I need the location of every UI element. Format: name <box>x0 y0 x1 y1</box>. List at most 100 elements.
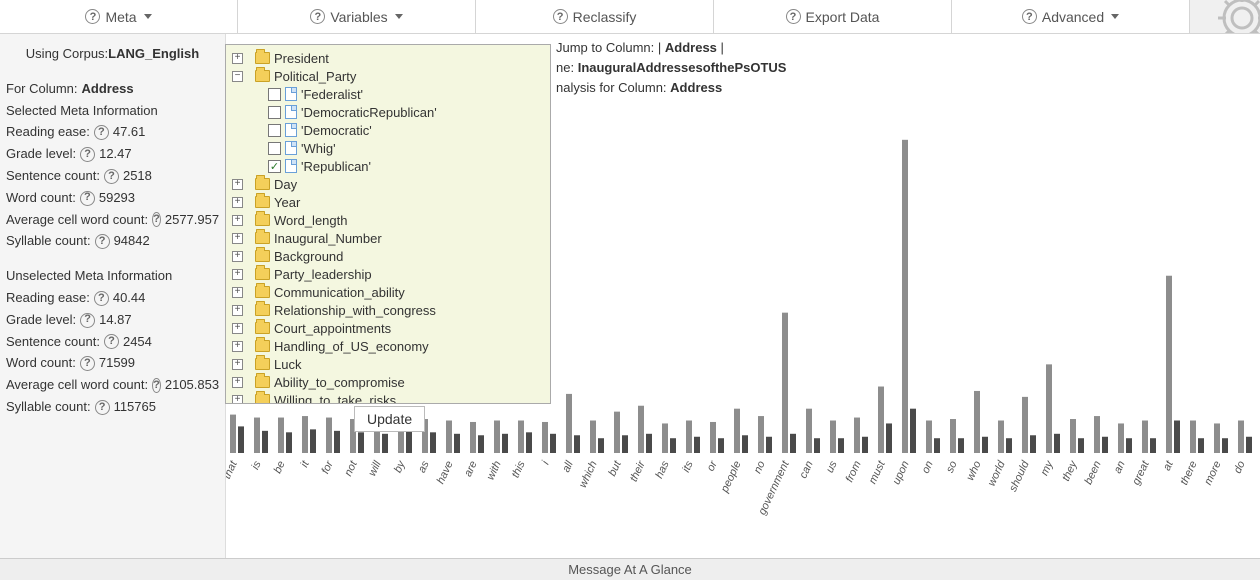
chart-bar <box>614 412 620 453</box>
chart-bar <box>854 418 860 453</box>
tree-expander-icon[interactable]: + <box>232 323 243 334</box>
tree-folder-item[interactable]: +Background <box>228 247 548 265</box>
tree-expander-icon[interactable]: + <box>232 269 243 280</box>
tree-folder-item[interactable]: +Word_length <box>228 211 548 229</box>
checkbox[interactable] <box>268 124 281 137</box>
tree-item-label: Court_appointments <box>274 321 391 336</box>
tree-expander-icon[interactable]: + <box>232 395 243 404</box>
folder-icon <box>255 70 270 82</box>
chart-bar <box>302 416 308 453</box>
tree-folder-item[interactable]: +Year <box>228 193 548 211</box>
caret-down-icon <box>1111 14 1119 19</box>
tree-scroll[interactable]: +President−Political_Party'Federalist''D… <box>226 45 550 403</box>
help-icon[interactable]: ? <box>80 191 95 206</box>
tree-child-item[interactable]: 'DemocraticRepublican' <box>228 103 548 121</box>
tree-expander-icon[interactable]: + <box>232 341 243 352</box>
tree-expander-icon[interactable]: + <box>232 377 243 388</box>
tree-folder-item[interactable]: + Court_appointments <box>228 319 548 337</box>
help-icon[interactable]: ? <box>80 356 95 371</box>
toolbar-advanced[interactable]: ? Advanced <box>952 0 1190 33</box>
toolbar-reclassify[interactable]: ? Reclassify <box>476 0 714 33</box>
tree-folder-item[interactable]: +Party_leadership <box>228 265 548 283</box>
toolbar-export[interactable]: ? Export Data <box>714 0 952 33</box>
tree-folder-item[interactable]: +Day <box>228 175 548 193</box>
chart-x-label: all <box>560 459 576 475</box>
tree-expander-icon[interactable]: + <box>232 233 243 244</box>
tree-child-item[interactable]: 'Federalist' <box>228 85 548 103</box>
checkbox[interactable]: ✓ <box>268 160 281 173</box>
tree-folder-item[interactable]: +Communication_ability <box>228 283 548 301</box>
help-icon[interactable]: ? <box>80 313 95 328</box>
help-icon[interactable]: ? <box>152 378 161 393</box>
corpus-name: LANG_English <box>108 46 199 61</box>
chart-x-label: has <box>653 459 672 481</box>
chart-x-label: that <box>226 458 240 481</box>
tree-folder-item[interactable]: +President <box>228 49 548 67</box>
tree-folder-item[interactable]: +Ability_to_compromise <box>228 373 548 391</box>
for-column-row: For Column: Address <box>6 79 219 100</box>
tree-expander-icon[interactable]: + <box>232 215 243 226</box>
help-icon[interactable]: ? <box>152 212 161 227</box>
chart-bar <box>934 438 940 453</box>
tree-item-label: Relationship_with_congress <box>274 303 436 318</box>
stat-grade-level: Grade level: ? 12.47 <box>6 144 219 165</box>
tree-folder-item[interactable]: +Handling_of_US_economy <box>228 337 548 355</box>
chart-bar <box>790 434 796 453</box>
tree-expander-icon[interactable]: + <box>232 359 243 370</box>
help-icon[interactable]: ? <box>95 234 110 249</box>
help-icon[interactable]: ? <box>104 169 119 184</box>
chart-x-label: this <box>510 459 528 480</box>
tree-expander-icon[interactable]: + <box>232 251 243 262</box>
chart-bar <box>710 422 716 453</box>
checkbox[interactable] <box>268 142 281 155</box>
chart-bar <box>926 421 932 454</box>
help-icon[interactable]: ? <box>94 125 109 140</box>
tree-item-label: Luck <box>274 357 301 372</box>
chart-bar <box>638 406 644 453</box>
tree-folder-item[interactable]: + Relationship_with_congress <box>228 301 548 319</box>
chart-bar <box>430 432 436 453</box>
tree-child-item[interactable]: 'Whig' <box>228 139 548 157</box>
help-icon: ? <box>85 9 100 24</box>
help-icon[interactable]: ? <box>94 291 109 306</box>
chart-x-label: upon <box>890 459 911 486</box>
chart-bar <box>1078 438 1084 453</box>
toolbar-variables[interactable]: ? Variables <box>238 0 476 33</box>
tree-expander-icon[interactable]: − <box>232 71 243 82</box>
update-button[interactable]: Update <box>354 406 425 432</box>
help-icon: ? <box>786 9 801 24</box>
toolbar-meta[interactable]: ? Meta <box>0 0 238 33</box>
tree-expander-icon[interactable]: + <box>232 179 243 190</box>
chart-bar <box>454 434 460 453</box>
chart-x-label: should <box>1007 458 1032 493</box>
chart-x-label: their <box>628 458 648 484</box>
tree-expander-icon[interactable]: + <box>232 305 243 316</box>
tree-expander-icon[interactable]: + <box>232 287 243 298</box>
help-icon[interactable]: ? <box>95 400 110 415</box>
tree-folder-item[interactable]: +Willing_to_take_risks <box>228 391 548 403</box>
tree-expander-icon[interactable]: + <box>232 197 243 208</box>
tree-folder-item[interactable]: +Inaugural_Number <box>228 229 548 247</box>
chart-x-label: are <box>462 459 480 478</box>
tree-folder-item[interactable]: − Political_Party <box>228 67 548 85</box>
for-column-label: For Column: <box>6 79 78 100</box>
chart-x-label: people <box>718 459 743 495</box>
toolbar-settings[interactable] <box>1190 0 1260 33</box>
chart-bar <box>1022 397 1028 453</box>
chart-bar <box>782 313 788 453</box>
help-icon[interactable]: ? <box>104 334 119 349</box>
chart-bar <box>1094 416 1100 453</box>
help-icon[interactable]: ? <box>80 147 95 162</box>
tree-folder-item[interactable]: + Luck <box>228 355 548 373</box>
checkbox[interactable] <box>268 88 281 101</box>
folder-icon <box>255 376 270 388</box>
tree-item-label: 'Whig' <box>301 141 336 156</box>
tree-child-item[interactable]: ✓'Republican' <box>228 157 548 175</box>
tree-item-label: Political_Party <box>274 69 356 84</box>
checkbox[interactable] <box>268 106 281 119</box>
chart-x-label: do <box>1232 459 1248 475</box>
tree-child-item[interactable]: 'Democratic' <box>228 121 548 139</box>
chart-bar <box>494 421 500 454</box>
chart-bar <box>598 438 604 453</box>
tree-expander-icon[interactable]: + <box>232 53 243 64</box>
